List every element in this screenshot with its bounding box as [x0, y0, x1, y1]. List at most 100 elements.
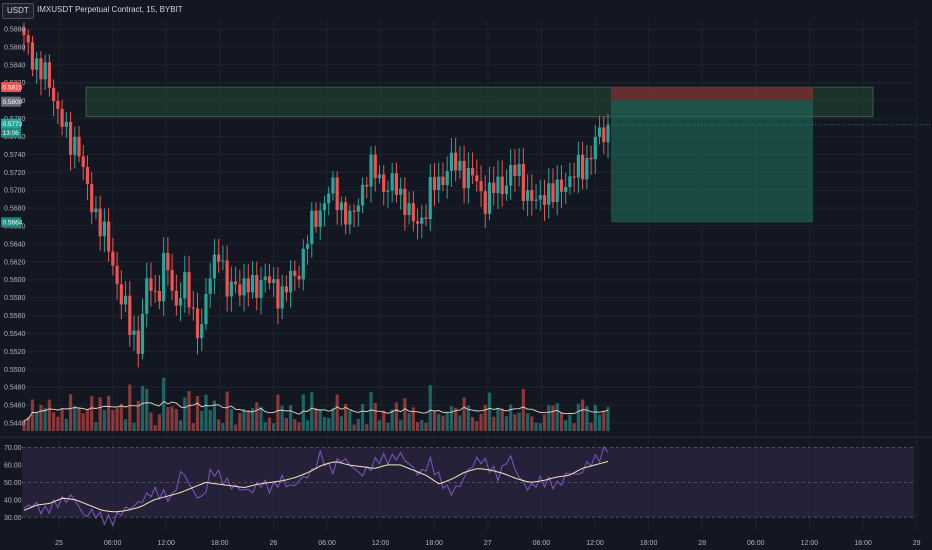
volume-bar [301, 394, 305, 431]
volume-bar [280, 405, 284, 431]
time-tick-label: 25 [55, 540, 63, 547]
candle-body [382, 174, 386, 192]
volume-bar [437, 414, 441, 431]
stop-price-tag: 0.5815 [3, 84, 23, 91]
volume-bar [107, 395, 111, 431]
candle-body [517, 164, 521, 177]
volume-bar [68, 394, 73, 431]
candle-body [568, 176, 572, 188]
candle-body [64, 121, 68, 127]
symbol-title: IMXUSDT Perpetual Contract, 15, BYBIT [37, 5, 183, 14]
candle-body [432, 177, 437, 190]
candle-body [301, 248, 305, 280]
price-tick-label: 0.5500 [4, 367, 26, 374]
stop-loss-zone[interactable] [611, 87, 813, 101]
candle-body [327, 193, 331, 204]
volume-bar [111, 410, 115, 431]
volume-bar [43, 407, 47, 431]
volume-bar [157, 414, 162, 431]
candle-body [386, 190, 390, 192]
candle-body [585, 157, 589, 180]
time-tick-label: 18:00 [425, 540, 443, 547]
candle-body [415, 221, 420, 224]
candle-body [496, 176, 500, 193]
candle-body [259, 280, 263, 298]
candle-body [263, 276, 267, 281]
volume-bar [538, 423, 542, 431]
time-tick-label: 18:00 [854, 540, 872, 547]
volume-bar [289, 405, 293, 431]
target-price-tag: 0.5664 [3, 220, 23, 227]
volume-bar [233, 424, 238, 431]
volume-bar [149, 412, 153, 431]
volume-bar [327, 417, 331, 431]
volume-bar [424, 422, 428, 431]
candle-body [551, 183, 555, 203]
rsi-tick-label: 50.00 [4, 480, 22, 487]
candle-body [331, 177, 335, 194]
volume-bar [183, 397, 187, 431]
time-tick-label: 28 [698, 540, 706, 547]
volume-bar [331, 407, 335, 431]
volume-bar [568, 414, 572, 431]
rsi-tick-label: 30.00 [4, 515, 22, 522]
volume-bar [479, 413, 483, 431]
volume-bar [123, 419, 128, 431]
volume-bar [221, 422, 225, 431]
volume-bar [170, 406, 174, 431]
take-profit-zone[interactable] [611, 100, 813, 223]
volume-bar [90, 396, 94, 431]
rsi-axis[interactable]: 70.00 60.00 50.00 40.00 30.00 [4, 445, 22, 522]
candle-body [479, 181, 483, 192]
candle-body [229, 281, 233, 297]
candle-body [547, 183, 551, 205]
candle-body [475, 175, 479, 182]
time-tick-label: 06:00 [533, 540, 551, 547]
candle-body [352, 210, 356, 212]
candle-body [424, 217, 428, 219]
volume-bar [310, 391, 314, 431]
volume-bar [390, 409, 394, 431]
candle-body [322, 203, 327, 211]
volume-bar [593, 404, 597, 431]
candle-body [246, 278, 250, 293]
stop-price-tag-bg [1, 82, 21, 93]
candle-body [509, 165, 513, 186]
volume-bar [602, 411, 606, 431]
volume-bar [297, 422, 301, 431]
price-tick-label: 0.5600 [4, 277, 26, 284]
candle-body [576, 154, 580, 178]
volume-bar [229, 408, 233, 431]
candle-body [284, 286, 288, 293]
volume-bar [98, 397, 102, 431]
price-tick-label: 0.5540 [4, 331, 26, 338]
price-tick-label: 0.5880 [4, 26, 26, 33]
currency-button[interactable]: USDT [2, 3, 34, 19]
volume-bar [64, 419, 68, 431]
candle-body [470, 167, 475, 176]
time-tick-label: 18:00 [640, 540, 658, 547]
candle-body [81, 156, 85, 168]
volume-bar [572, 423, 576, 431]
candle-body [267, 276, 272, 283]
volume-bar [335, 394, 339, 431]
candle-body [128, 295, 132, 336]
volume-bar [373, 403, 377, 431]
volume-bar [115, 408, 119, 431]
chart-grid [0, 20, 932, 530]
candle-body [530, 190, 534, 201]
price-tick-label: 0.5440 [4, 421, 26, 428]
price-tick-label: 0.5860 [4, 44, 26, 51]
candle-body [390, 173, 394, 191]
candle-body [318, 210, 322, 227]
volume-bar [377, 420, 382, 431]
volume-bar [35, 412, 39, 431]
candle-body [411, 203, 415, 222]
volume-bar [166, 407, 170, 431]
volume-bar [509, 404, 513, 431]
chart-header: USDT IMXUSDT Perpetual Contract, 15, BYB… [0, 0, 932, 19]
price-tick-label: 0.5740 [4, 152, 26, 159]
time-axis[interactable]: 25 06:00 12:00 18:00 26 06:00 12:00 18:00 27 06:0… [55, 540, 920, 547]
candle-body [102, 221, 107, 237]
